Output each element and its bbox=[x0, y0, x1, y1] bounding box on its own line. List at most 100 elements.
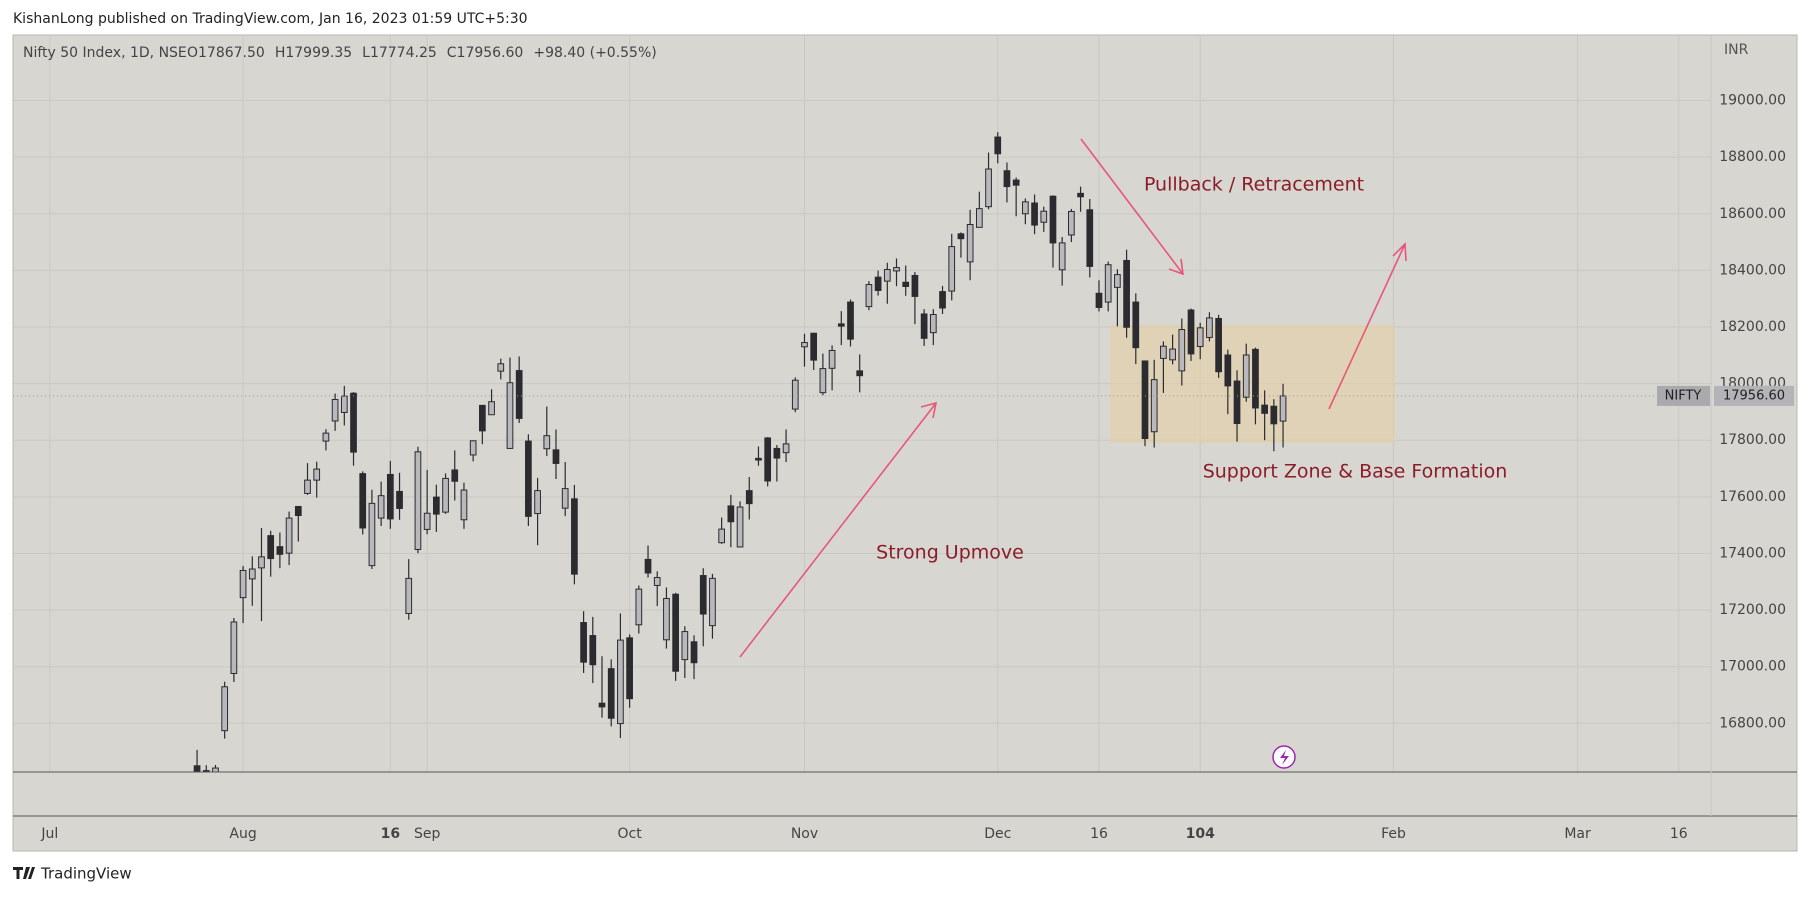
candle-body bbox=[626, 637, 633, 700]
arrows bbox=[739, 138, 1407, 658]
candle-body bbox=[1178, 329, 1186, 372]
y-tick-label: 17600.00 bbox=[1719, 489, 1786, 505]
candle-body bbox=[1187, 309, 1195, 355]
candle-body bbox=[488, 401, 495, 416]
x-tick-label: Mar bbox=[1564, 826, 1591, 842]
candle-body bbox=[893, 267, 900, 272]
candle-body bbox=[202, 770, 210, 772]
candle-body bbox=[847, 301, 854, 340]
x-tick-label: 16 bbox=[381, 826, 400, 842]
annotation: Pullback / Retracement bbox=[1144, 174, 1364, 196]
candle-body bbox=[985, 168, 992, 208]
candle-body bbox=[1104, 264, 1112, 303]
candle-body bbox=[552, 449, 560, 464]
candle-body bbox=[285, 517, 293, 554]
candle-body bbox=[957, 233, 965, 240]
candle-body bbox=[598, 702, 606, 708]
candle-body bbox=[939, 291, 946, 309]
candle-body bbox=[1215, 317, 1222, 373]
y-tick-label: 17200.00 bbox=[1719, 602, 1786, 618]
candle-body bbox=[1114, 274, 1121, 288]
candle-body bbox=[1279, 395, 1287, 422]
candle-body bbox=[1123, 259, 1130, 328]
candle-body bbox=[258, 556, 265, 569]
candle-body bbox=[1012, 179, 1020, 186]
event-icon-bolt bbox=[1280, 750, 1289, 765]
candle-body bbox=[1068, 210, 1075, 236]
candle-body bbox=[386, 473, 394, 520]
candle-body bbox=[1003, 170, 1011, 188]
candle-body bbox=[432, 496, 440, 515]
x-tick-label: Jul bbox=[40, 826, 58, 842]
brand: TradingView bbox=[13, 865, 132, 883]
candles bbox=[193, 132, 1287, 772]
symbol-tag bbox=[1657, 385, 1710, 406]
candle-body bbox=[653, 577, 661, 586]
candle-body bbox=[442, 477, 449, 513]
candle-body bbox=[819, 368, 827, 394]
symbol-label: NIFTY bbox=[1665, 388, 1702, 403]
candle-body bbox=[313, 468, 321, 481]
x-tick-label: Oct bbox=[618, 826, 643, 842]
candle-body bbox=[865, 284, 873, 308]
brand-name: TradingView bbox=[40, 865, 132, 883]
currency: INR bbox=[1724, 42, 1749, 58]
candle-body bbox=[276, 546, 284, 555]
candle-body bbox=[681, 631, 689, 661]
price-tag bbox=[1714, 385, 1794, 406]
ohlc-legend: O17867.50 H17999.35 L17774.25 C17956.60 +98.… bbox=[187, 45, 657, 61]
candle-body bbox=[672, 593, 679, 672]
candle-body bbox=[322, 432, 330, 442]
candle-body bbox=[506, 382, 514, 449]
candle-body bbox=[1233, 380, 1241, 425]
x-tick-label: 16 bbox=[1090, 826, 1108, 842]
candle-body bbox=[331, 398, 339, 422]
candle-body bbox=[902, 281, 910, 288]
candle-body bbox=[396, 490, 403, 509]
candle-body bbox=[1141, 360, 1149, 440]
candle-body bbox=[1095, 292, 1103, 308]
candle-body bbox=[193, 765, 201, 772]
candle-body bbox=[580, 622, 587, 663]
y-tick-label: 18800.00 bbox=[1719, 149, 1786, 165]
candle-body bbox=[1196, 327, 1204, 348]
candle-body bbox=[294, 505, 302, 517]
candle-body bbox=[1132, 301, 1140, 349]
candle-body bbox=[1270, 405, 1278, 425]
candle-body bbox=[782, 443, 790, 454]
chart-title: Nifty 50 Index, 1D, NSE bbox=[23, 45, 187, 61]
candle-body bbox=[975, 208, 983, 228]
candle-body bbox=[414, 451, 422, 550]
candle-body bbox=[745, 490, 753, 505]
candle-body bbox=[1160, 345, 1167, 359]
y-tick-label: 18200.00 bbox=[1719, 319, 1786, 335]
y-tick-label: 16800.00 bbox=[1719, 715, 1786, 731]
y-tick-label: 17000.00 bbox=[1719, 659, 1786, 675]
candle-body bbox=[340, 395, 348, 413]
candle-body bbox=[773, 447, 781, 459]
y-tick-label: 17400.00 bbox=[1719, 545, 1786, 561]
candle-body bbox=[837, 323, 845, 327]
candle-body bbox=[469, 440, 477, 456]
candle-body bbox=[359, 473, 367, 529]
arrow-up-projection bbox=[1328, 242, 1407, 410]
candle-body bbox=[690, 641, 698, 664]
candle-body bbox=[1086, 209, 1094, 267]
candle-body bbox=[589, 635, 597, 666]
candle-body bbox=[571, 498, 578, 575]
candle-body bbox=[1049, 195, 1057, 244]
ohlc-value: +98.40 (+0.55%) bbox=[533, 45, 656, 61]
candle-body bbox=[1040, 210, 1048, 223]
candle-body bbox=[515, 370, 523, 419]
x-tick-label: Feb bbox=[1381, 826, 1406, 842]
candle-body bbox=[460, 489, 468, 521]
candle-body bbox=[248, 568, 256, 580]
candle-body bbox=[966, 224, 974, 263]
candle-body bbox=[267, 535, 275, 560]
candle-body bbox=[635, 588, 643, 626]
x-tick-label: 104 bbox=[1186, 826, 1215, 842]
candle-body bbox=[1031, 202, 1038, 226]
candle-body bbox=[1150, 379, 1158, 433]
